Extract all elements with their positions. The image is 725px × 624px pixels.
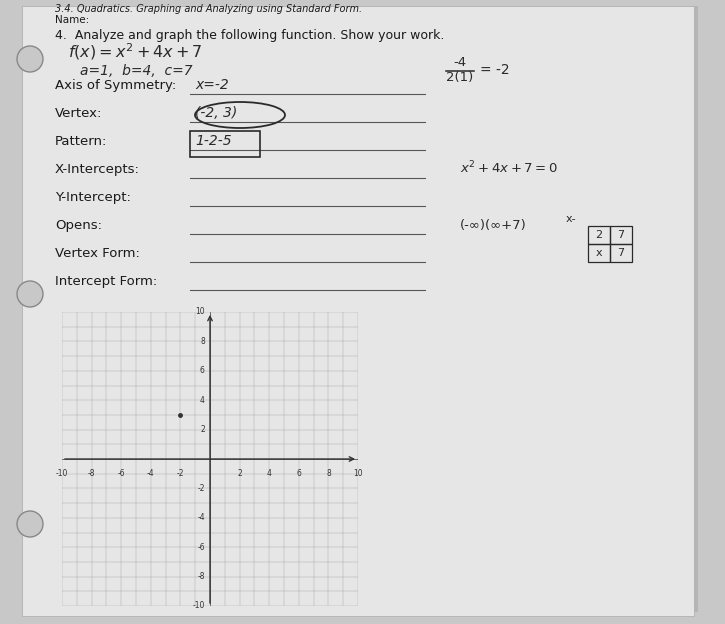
Text: -4: -4 bbox=[453, 56, 467, 69]
Circle shape bbox=[17, 46, 43, 72]
Bar bbox=[588, 244, 610, 262]
Text: 8: 8 bbox=[200, 337, 205, 346]
Text: 4: 4 bbox=[200, 396, 205, 405]
FancyBboxPatch shape bbox=[690, 6, 698, 612]
Text: Opens:: Opens: bbox=[55, 219, 102, 232]
Text: 4: 4 bbox=[267, 469, 272, 478]
Circle shape bbox=[17, 511, 43, 537]
Bar bbox=[610, 244, 632, 262]
Text: -4: -4 bbox=[147, 469, 154, 478]
Text: Axis of Symmetry:: Axis of Symmetry: bbox=[55, 79, 176, 92]
Text: 10: 10 bbox=[353, 469, 362, 478]
Text: 2(1): 2(1) bbox=[447, 71, 473, 84]
Text: 2: 2 bbox=[595, 230, 602, 240]
Text: -2: -2 bbox=[197, 484, 205, 493]
Text: -6: -6 bbox=[197, 543, 205, 552]
Text: Vertex Form:: Vertex Form: bbox=[55, 247, 140, 260]
Text: a=1,  b=4,  c=7: a=1, b=4, c=7 bbox=[80, 64, 193, 78]
Text: Intercept Form:: Intercept Form: bbox=[55, 275, 157, 288]
Bar bbox=[588, 226, 610, 244]
Text: 1-2-5: 1-2-5 bbox=[195, 134, 231, 148]
FancyBboxPatch shape bbox=[22, 6, 694, 616]
Text: x=-2: x=-2 bbox=[195, 78, 229, 92]
Text: 6: 6 bbox=[297, 469, 302, 478]
Text: (-∞)(∞+7): (-∞)(∞+7) bbox=[460, 219, 527, 232]
Text: 7: 7 bbox=[618, 248, 624, 258]
Text: -6: -6 bbox=[117, 469, 125, 478]
Text: -8: -8 bbox=[88, 469, 96, 478]
Text: 8: 8 bbox=[326, 469, 331, 478]
Text: 2: 2 bbox=[200, 425, 205, 434]
Text: = -2: = -2 bbox=[480, 63, 510, 77]
Text: -8: -8 bbox=[197, 572, 205, 581]
Text: x: x bbox=[596, 248, 602, 258]
Text: 3.4. Quadratics. Graphing and Analyzing using Standard Form.: 3.4. Quadratics. Graphing and Analyzing … bbox=[55, 4, 362, 14]
Text: -10: -10 bbox=[192, 602, 205, 610]
Text: 7: 7 bbox=[618, 230, 624, 240]
Circle shape bbox=[17, 281, 43, 307]
Text: 6: 6 bbox=[200, 366, 205, 375]
Text: Name:: Name: bbox=[55, 15, 89, 25]
Text: Vertex:: Vertex: bbox=[55, 107, 102, 120]
Text: -10: -10 bbox=[56, 469, 68, 478]
Text: 4.  Analyze and graph the following function. Show your work.: 4. Analyze and graph the following funct… bbox=[55, 29, 444, 42]
Text: (-2, 3): (-2, 3) bbox=[195, 106, 237, 120]
Text: $x^2+4x+7=0$: $x^2+4x+7=0$ bbox=[460, 159, 558, 176]
Bar bbox=[610, 226, 632, 244]
Text: X-Intercepts:: X-Intercepts: bbox=[55, 163, 140, 176]
Text: 2: 2 bbox=[237, 469, 242, 478]
Text: x-: x- bbox=[566, 214, 576, 224]
Text: -4: -4 bbox=[197, 514, 205, 522]
Text: $f(x) = x^2 + 4x + 7$: $f(x) = x^2 + 4x + 7$ bbox=[68, 42, 203, 62]
Text: -2: -2 bbox=[177, 469, 184, 478]
Text: Y-Intercept:: Y-Intercept: bbox=[55, 191, 131, 204]
Text: Pattern:: Pattern: bbox=[55, 135, 107, 148]
Text: 10: 10 bbox=[195, 308, 205, 316]
